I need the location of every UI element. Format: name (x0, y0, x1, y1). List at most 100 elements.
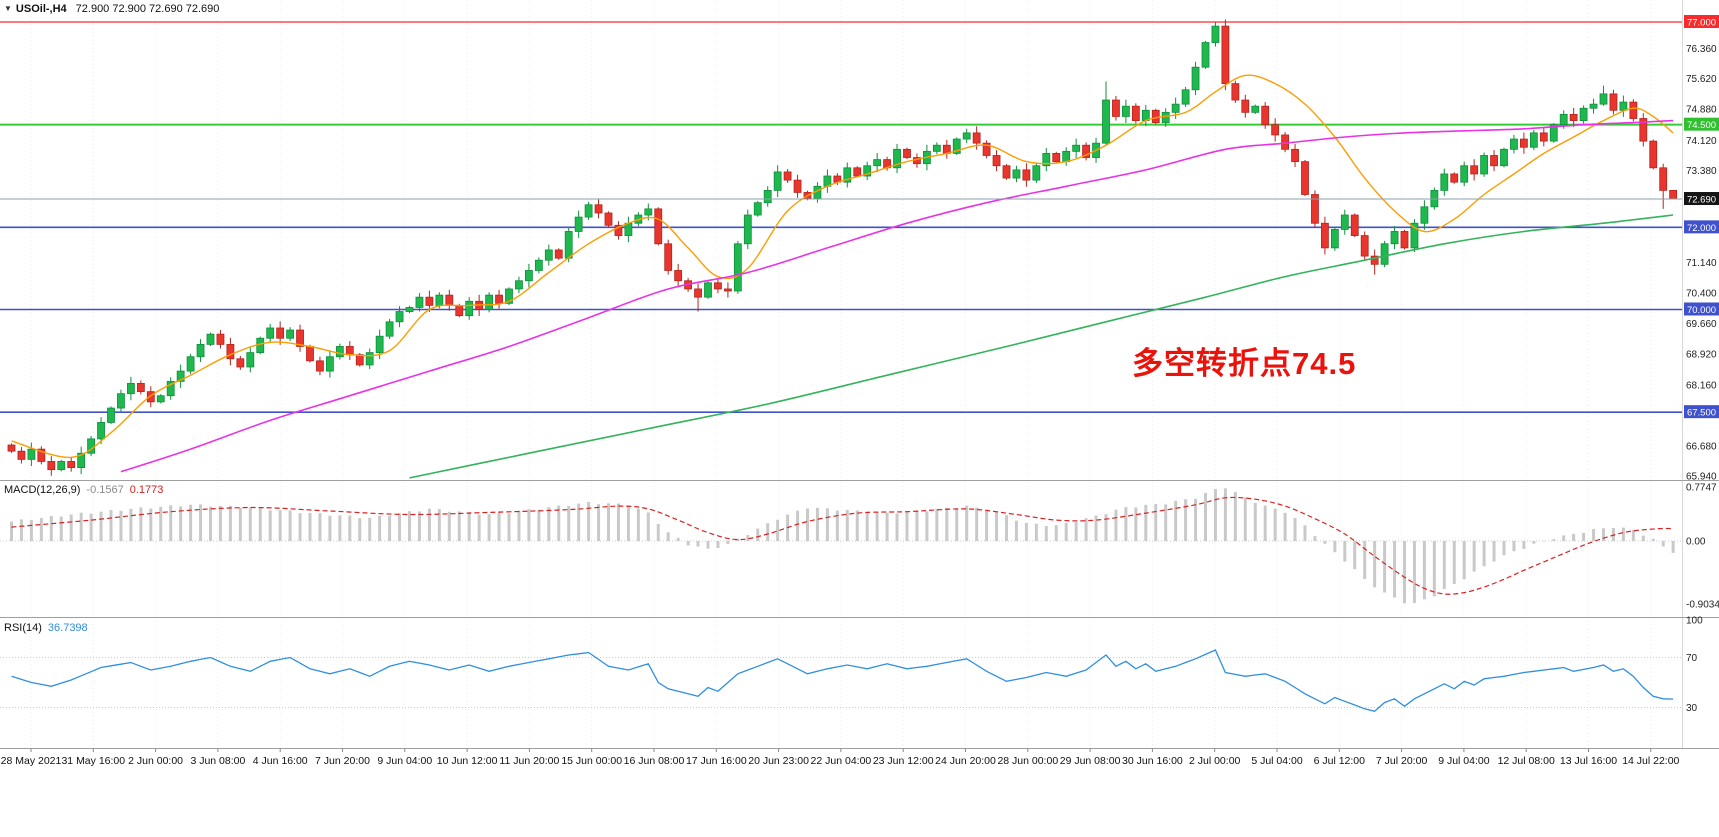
macd-histogram-bar (1084, 518, 1088, 541)
time-label: 6 Jul 12:00 (1314, 755, 1366, 767)
macd-histogram-bar (1034, 523, 1038, 541)
macd-histogram-bar (59, 516, 63, 541)
candle-body (574, 216, 583, 232)
macd-histogram-bar (1074, 522, 1078, 541)
candle-body (1520, 138, 1528, 148)
candle-body (1112, 99, 1120, 117)
macd-histogram-bar (1134, 507, 1138, 541)
time-label: 10 Jun 12:00 (437, 755, 498, 767)
candle-body (117, 393, 125, 409)
price-badge-label: 74.500 (1687, 120, 1716, 131)
candle-body (236, 358, 245, 368)
candle-body (952, 138, 961, 154)
candle-body (385, 321, 394, 337)
macd-histogram-bar (885, 512, 889, 541)
macd-histogram-bar (268, 510, 272, 541)
macd-histogram-bar (766, 523, 770, 541)
macd-histogram-bar (1661, 541, 1665, 547)
macd-histogram-bar (1512, 541, 1516, 552)
rsi-panel[interactable]: 100 70 30 (0, 616, 1703, 715)
price-tick-label: 68.920 (1686, 349, 1717, 360)
candle-body (1122, 105, 1130, 117)
time-label: 4 Jun 16:00 (253, 755, 308, 767)
candle-body (166, 380, 175, 397)
macd-histogram-bar (457, 511, 461, 541)
candle-body (425, 296, 434, 306)
time-label: 24 Jun 20:00 (935, 755, 996, 767)
macd-histogram-bar (99, 511, 103, 541)
macd-histogram-bar (1104, 514, 1108, 541)
macd-histogram-bar (318, 513, 322, 541)
macd-histogram-bar (985, 510, 989, 541)
candle-body (594, 204, 603, 214)
macd-panel[interactable]: 0.7747 0.00 -0.9034 (0, 483, 1719, 611)
macd-histogram-bar (487, 514, 491, 541)
candle-body (743, 214, 752, 245)
candle-body (1241, 99, 1250, 113)
macd-histogram-bar (1174, 500, 1178, 541)
candle-body (1529, 132, 1538, 148)
price-badge (1684, 405, 1719, 419)
candle-body (107, 407, 115, 423)
candle-body (505, 288, 513, 304)
macd-histogram-bar (1492, 541, 1496, 562)
price-badge-label: 72.000 (1687, 223, 1716, 234)
macd-histogram-bar (1641, 535, 1645, 541)
macd-histogram-bar (527, 509, 531, 541)
macd-histogram-bar (288, 510, 292, 541)
time-label: 22 Jun 04:00 (811, 755, 872, 767)
macd-histogram-bar (895, 513, 899, 541)
macd-histogram-bar (467, 511, 471, 541)
time-label: 5 Jul 04:00 (1251, 755, 1303, 767)
macd-histogram-bar (1024, 523, 1028, 541)
macd-histogram-bar (1422, 541, 1426, 600)
macd-histogram-bar (646, 512, 650, 541)
candle-body (97, 422, 105, 440)
candle-body (1171, 103, 1180, 113)
macd-histogram-bar (1243, 497, 1247, 541)
macd-signal-value: 0.1773 (129, 484, 164, 496)
macd-histogram-bar (129, 508, 133, 541)
candle-body (554, 249, 563, 259)
time-label: 28 Jun 00:00 (997, 755, 1058, 767)
candle-body (1002, 165, 1011, 179)
candle-body (1470, 165, 1479, 175)
macd-histogram-bar (815, 507, 819, 541)
candle-body (1311, 194, 1319, 224)
time-label: 2 Jun 00:00 (128, 755, 183, 767)
macd-histogram-bar (179, 506, 183, 541)
macd-histogram-bar (587, 501, 591, 541)
symbol-marker-icon: ▼ (4, 4, 12, 13)
macd-histogram-bar (427, 508, 431, 541)
macd-histogram-bar (209, 506, 212, 541)
candle-body (67, 461, 76, 469)
candle-body (1261, 105, 1270, 126)
macd-histogram-bar (497, 512, 501, 541)
candle-body (355, 354, 364, 366)
candle-body (1291, 148, 1299, 163)
candle-body (1599, 93, 1608, 105)
candle-body (1579, 107, 1588, 121)
candle-body (1231, 83, 1240, 101)
macd-histogram-bar (49, 515, 53, 541)
candle-body (37, 448, 46, 462)
macd-histogram-bar (855, 510, 859, 541)
time-label: 20 Jun 23:00 (748, 755, 809, 767)
candle-body (1370, 255, 1379, 265)
candle-body (1480, 155, 1488, 175)
macd-histogram-bar (835, 510, 839, 541)
time-scale[interactable]: 28 May 2021 31 May 16:00 2 Jun 00:00 3 Jun … (1, 748, 1680, 768)
price-scale[interactable]: 76.360 75.620 74.880 74.120 73.380 71.140 70.4… (1682, 0, 1719, 748)
price-badge (1684, 192, 1719, 206)
candle-body (704, 282, 712, 298)
candle-body (1639, 118, 1648, 142)
candle-body (1619, 101, 1628, 111)
rsi-line (11, 649, 1674, 713)
macd-histogram-bar (597, 504, 601, 541)
candle-body (1042, 153, 1051, 167)
candle-body (375, 335, 384, 354)
macd-histogram-bar (149, 508, 153, 541)
candle-body (714, 282, 722, 290)
macd-histogram-bar (1532, 541, 1536, 544)
